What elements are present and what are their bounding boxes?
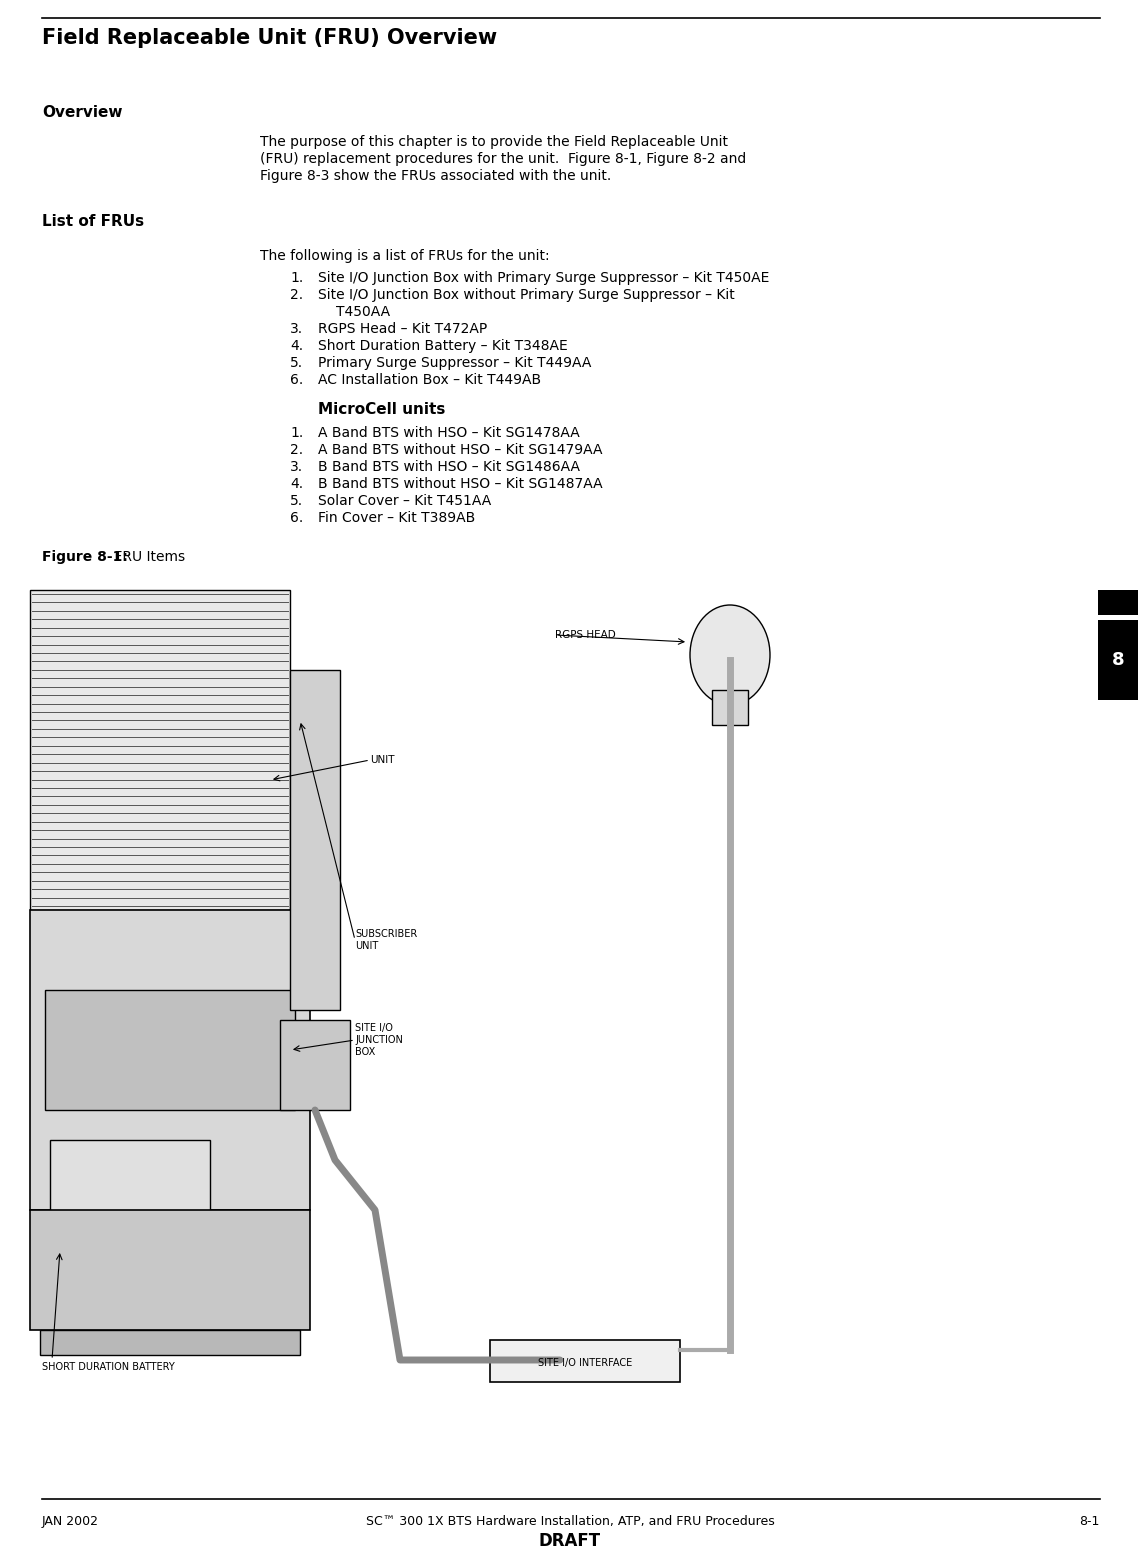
Text: 8-1: 8-1 [1080,1515,1100,1528]
Text: The purpose of this chapter is to provide the Field Replaceable Unit: The purpose of this chapter is to provid… [260,135,728,149]
Text: Solar Cover – Kit T451AA: Solar Cover – Kit T451AA [318,494,491,508]
Bar [30,591,290,911]
Text: SITE I/O INTERFACE: SITE I/O INTERFACE [538,1358,632,1368]
Bar [1098,591,1138,615]
Bar [290,670,340,1010]
Text: Fin Cover – Kit T389AB: Fin Cover – Kit T389AB [318,511,475,525]
Ellipse shape [690,605,770,706]
Text: SUBSCRIBER
UNIT: SUBSCRIBER UNIT [355,929,417,951]
Text: MicroCell units: MicroCell units [318,402,446,416]
Bar [30,911,310,1211]
Bar [1098,620,1138,699]
Text: 6.: 6. [290,373,303,387]
Text: JAN 2002: JAN 2002 [42,1515,99,1528]
Text: UNIT: UNIT [370,755,394,765]
Text: SHORT DURATION BATTERY: SHORT DURATION BATTERY [42,1361,174,1372]
Text: Figure 8-1:: Figure 8-1: [42,550,128,564]
Bar [40,1330,300,1355]
Bar [44,990,295,1110]
Text: Field Replaceable Unit (FRU) Overview: Field Replaceable Unit (FRU) Overview [42,28,497,48]
Text: Figure 8-3 show the FRUs associated with the unit.: Figure 8-3 show the FRUs associated with… [260,169,611,183]
Text: SC™ 300 1X BTS Hardware Installation, ATP, and FRU Procedures: SC™ 300 1X BTS Hardware Installation, AT… [366,1515,774,1528]
Text: List of FRUs: List of FRUs [42,214,144,228]
Text: (FRU) replacement procedures for the unit.  Figure 8-1, Figure 8-2 and: (FRU) replacement procedures for the uni… [260,152,747,166]
Text: 4.: 4. [290,477,303,491]
Text: 5.: 5. [290,356,303,370]
Bar [712,690,748,726]
Text: Short Duration Battery – Kit T348AE: Short Duration Battery – Kit T348AE [318,339,568,353]
Text: 4.: 4. [290,339,303,353]
Text: 5.: 5. [290,494,303,508]
Text: A Band BTS with HSO – Kit SG1478AA: A Band BTS with HSO – Kit SG1478AA [318,426,580,440]
Text: 1.: 1. [290,270,303,284]
Text: 6.: 6. [290,511,303,525]
Text: 8: 8 [1112,651,1124,670]
Text: 3.: 3. [290,322,303,336]
Text: A Band BTS without HSO – Kit SG1479AA: A Band BTS without HSO – Kit SG1479AA [318,443,603,457]
Text: Overview: Overview [42,106,122,120]
Text: 1.: 1. [290,426,303,440]
Text: SITE I/O
JUNCTION
BOX: SITE I/O JUNCTION BOX [355,1024,402,1057]
Text: Site I/O Junction Box with Primary Surge Suppressor – Kit T450AE: Site I/O Junction Box with Primary Surge… [318,270,770,284]
Text: Site I/O Junction Box without Primary Surge Suppressor – Kit: Site I/O Junction Box without Primary Su… [318,287,735,301]
Text: Primary Surge Suppressor – Kit T449AA: Primary Surge Suppressor – Kit T449AA [318,356,592,370]
Text: 2.: 2. [290,287,303,301]
Bar [50,1141,210,1240]
Text: 3.: 3. [290,460,303,474]
Text: FRU Items: FRU Items [109,550,185,564]
Text: DRAFT: DRAFT [539,1532,601,1549]
Text: B Band BTS with HSO – Kit SG1486AA: B Band BTS with HSO – Kit SG1486AA [318,460,580,474]
Text: B Band BTS without HSO – Kit SG1487AA: B Band BTS without HSO – Kit SG1487AA [318,477,603,491]
Bar [280,1019,350,1110]
Text: AC Installation Box – Kit T449AB: AC Installation Box – Kit T449AB [318,373,542,387]
Text: RGPS Head – Kit T472AP: RGPS Head – Kit T472AP [318,322,487,336]
Text: T450AA: T450AA [336,305,390,319]
Text: RGPS HEAD: RGPS HEAD [555,629,616,640]
Bar [490,1340,679,1382]
Text: 2.: 2. [290,443,303,457]
Text: The following is a list of FRUs for the unit:: The following is a list of FRUs for the … [260,249,549,263]
Bar [30,1211,310,1330]
